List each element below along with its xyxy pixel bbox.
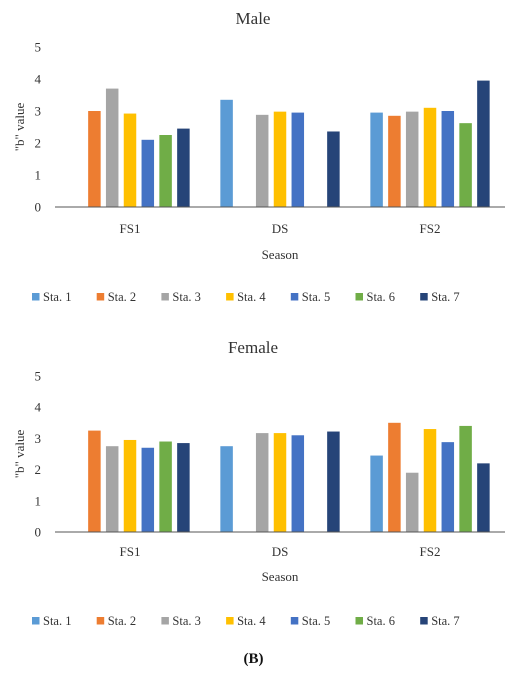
female-bar-ds-sta1	[220, 446, 233, 532]
male-legend-label-sta3: Sta. 3	[172, 290, 200, 304]
male-legend-label-sta7: Sta. 7	[431, 290, 459, 304]
male-y-tick-label: 3	[35, 104, 42, 119]
female-y-tick-label: 2	[35, 462, 42, 477]
female-bar-fs2-sta6	[459, 425, 472, 532]
female-legend-label-sta2: Sta. 2	[108, 614, 136, 628]
male-legend-swatch-sta6	[355, 293, 363, 301]
female-legend-label-sta4: Sta. 4	[237, 614, 266, 628]
female-bar-ds-sta5	[291, 435, 305, 532]
female-legend-label-sta6: Sta. 6	[367, 614, 395, 628]
male-y-tick-label: 4	[35, 72, 42, 87]
male-legend-label-sta1: Sta. 1	[43, 290, 71, 304]
female-bar-ds-sta4	[273, 433, 287, 532]
male-bar-fs1-sta3	[105, 88, 119, 207]
male-legend-label-sta4: Sta. 4	[237, 290, 266, 304]
female-x-tick-label: DS	[272, 544, 289, 559]
male-x-tick-label: FS1	[120, 221, 141, 236]
female-chart: Female 0 1 2 3 4 5 "b" value FS1 DS FS2 Season Sta. …	[12, 338, 505, 628]
female-bar-fs2-sta7	[477, 463, 490, 532]
female-x-tick-label: FS2	[420, 544, 441, 559]
male-bar-fs2-sta2	[388, 115, 401, 207]
male-bar-fs2-sta4	[423, 107, 437, 207]
female-chart-title: Female	[228, 338, 278, 357]
female-x-axis-label: Season	[262, 569, 299, 584]
female-legend-label-sta5: Sta. 5	[302, 614, 330, 628]
female-bar-fs1-sta4	[123, 439, 137, 532]
female-bar-fs2-sta2	[388, 422, 401, 532]
male-y-tick-label: 1	[35, 168, 42, 183]
female-bar-fs1-sta5	[141, 447, 155, 532]
female-bar-fs1-sta2	[88, 430, 101, 532]
male-legend-swatch-sta3	[161, 293, 169, 301]
female-bar-fs1-sta6	[159, 441, 172, 532]
female-legend-label-sta1: Sta. 1	[43, 614, 71, 628]
female-legend-swatch-sta7	[420, 617, 428, 625]
female-bar-ds-sta3	[255, 433, 269, 532]
male-bar-fs1-sta7	[177, 128, 190, 207]
female-y-tick-label: 1	[35, 493, 42, 508]
male-y-tick-label: 2	[35, 136, 42, 151]
male-bar-fs1-sta5	[141, 139, 155, 207]
male-legend-label-sta6: Sta. 6	[367, 290, 395, 304]
female-y-tick-label: 3	[35, 431, 42, 446]
male-bar-ds-sta4	[273, 111, 287, 207]
male-bar-fs1-sta4	[123, 113, 137, 207]
male-chart-title: Male	[236, 9, 271, 28]
female-legend-swatch-sta4	[226, 617, 234, 625]
female-y-tick-label: 0	[35, 525, 42, 540]
male-x-axis-label: Season	[262, 247, 299, 262]
female-legend-swatch-sta6	[355, 617, 363, 625]
figure-caption: (B)	[243, 651, 264, 667]
male-bar-fs1-sta2	[88, 111, 101, 207]
female-legend-label-sta7: Sta. 7	[431, 614, 459, 628]
male-bar-fs2-sta5	[441, 111, 455, 207]
female-legend-label-sta3: Sta. 3	[172, 614, 200, 628]
male-bar-ds-sta7	[327, 131, 340, 207]
female-bar-fs2-sta3	[405, 472, 419, 532]
female-bar-fs2-sta4	[423, 429, 437, 532]
female-x-tick-label: FS1	[120, 544, 141, 559]
male-chart: Male 0 1 2 3 4 5 "b" value FS1 DS FS2 Season Sta. 1 S…	[12, 9, 505, 304]
male-bar-fs2-sta3	[405, 111, 419, 207]
female-legend-swatch-sta5	[290, 617, 299, 625]
female-y-tick-label: 4	[35, 400, 42, 415]
male-bar-ds-sta5	[291, 112, 305, 207]
male-bar-fs2-sta6	[459, 123, 472, 207]
male-legend-label-sta2: Sta. 2	[108, 290, 136, 304]
male-legend-swatch-sta4	[226, 293, 234, 301]
male-legend-label-sta5: Sta. 5	[302, 290, 330, 304]
male-x-tick-label: FS2	[420, 221, 441, 236]
male-bar-fs2-sta7	[477, 80, 490, 207]
female-legend-swatch-sta1	[32, 617, 40, 625]
male-legend-swatch-sta2	[96, 293, 105, 301]
female-bar-ds-sta7	[327, 431, 340, 532]
male-x-tick-label: DS	[272, 221, 289, 236]
female-y-axis-label: "b" value	[12, 430, 27, 479]
female-legend-swatch-sta3	[161, 617, 169, 625]
male-legend-swatch-sta1	[32, 293, 40, 301]
male-bar-fs1-sta6	[159, 135, 172, 207]
male-bar-ds-sta3	[255, 114, 269, 207]
female-bar-fs2-sta1	[370, 455, 383, 532]
female-bar-fs2-sta5	[441, 442, 455, 532]
male-legend-swatch-sta7	[420, 293, 428, 301]
male-y-tick-label: 0	[35, 200, 42, 215]
male-bar-fs2-sta1	[370, 112, 383, 207]
male-bar-ds-sta1	[220, 99, 233, 207]
male-y-axis-label: "b" value	[12, 103, 27, 152]
female-bar-fs1-sta7	[177, 443, 190, 532]
female-y-tick-label: 5	[35, 369, 42, 384]
male-legend-swatch-sta5	[290, 293, 299, 301]
female-legend-swatch-sta2	[96, 617, 105, 625]
male-y-tick-label: 5	[35, 40, 42, 55]
female-bar-fs1-sta3	[105, 446, 119, 532]
